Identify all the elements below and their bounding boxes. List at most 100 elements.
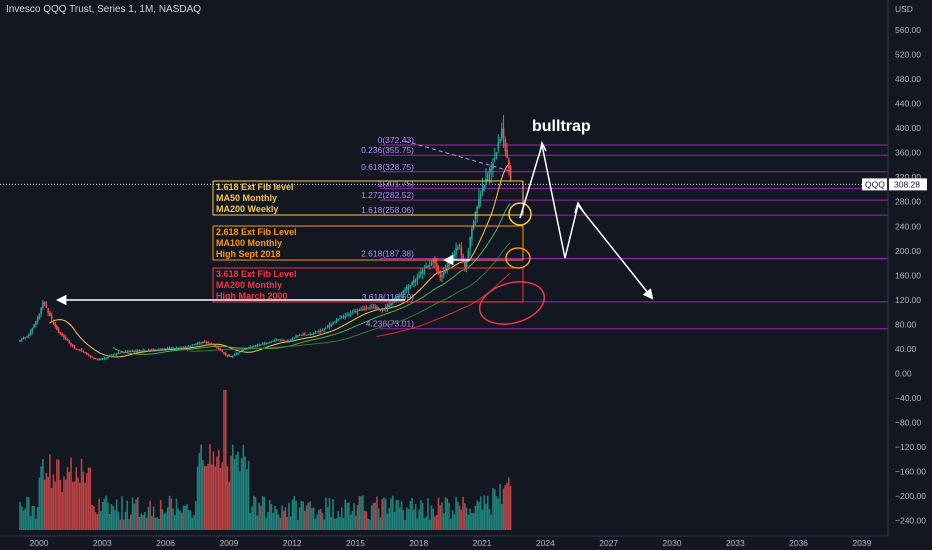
volume-bar [490,514,493,530]
volume-bar [335,518,338,530]
candle-body [114,354,116,356]
volume-bar [244,456,246,530]
volume-bar [472,513,475,530]
volume-bar [307,502,310,530]
volume-bar [508,477,510,530]
volume-bar [469,508,471,530]
candle-body [228,355,231,357]
volume-bar [291,499,294,530]
volume-bar [402,509,405,530]
volume-bar [22,510,25,530]
volume-bar [98,498,100,530]
candle-body [289,339,292,342]
candle-body [335,320,338,322]
candle-body [91,356,93,358]
candle-body [100,358,102,360]
x-tick-label: 2015 [346,538,365,548]
annotation-box-2-line-1: MA200 Monthly [216,280,282,290]
candle-body [492,163,494,169]
fib-label-3: 1(301.75) [378,178,415,188]
volume-bar [152,506,155,530]
candle-body [135,350,137,352]
volume-bar [94,512,97,530]
volume-bar [476,500,478,530]
volume-bar [281,505,283,530]
volume-bar [135,499,137,530]
candle-body [68,340,71,343]
candle-body [254,345,257,347]
volume-bar [358,496,361,530]
volume-bar [304,510,306,530]
candle-body [384,307,387,309]
candle-body [348,314,350,316]
candle-body [277,339,280,341]
volume-bar [483,495,486,530]
candle-body [258,344,260,346]
volume-bar [309,501,311,530]
volume-bar [166,507,169,530]
volume-bar [200,444,202,530]
volume-bar [439,505,442,530]
volume-bar [84,482,86,530]
volume-bar [504,485,507,530]
volume-bar [388,507,391,530]
volume-bar [20,506,23,530]
candle-body [307,334,310,336]
volume-bar [312,507,315,530]
candle-body [279,339,282,341]
volume-bar [66,467,69,530]
candle-body [151,349,153,351]
candle-body [108,355,111,357]
volume-bar [434,516,436,530]
candle-body [321,330,324,332]
candle-body [319,330,322,332]
volume-bar [226,466,229,530]
volume-bar [444,497,447,530]
volume-bar [428,519,431,530]
volume-bar [344,499,347,530]
volume-bar [251,506,253,530]
volume-bar [59,479,62,530]
volume-bar [300,500,303,530]
candle-body [166,348,169,350]
price-tag-value: 308.28 [894,179,920,189]
volume-bar [240,458,243,530]
candle-body [138,350,141,352]
circle-fib-1618 [508,202,532,226]
volume-bar [265,517,267,530]
candle-body [467,250,470,260]
volume-bar [386,513,389,530]
candle-body [409,285,412,287]
candle-body [78,349,81,351]
candle-body [325,328,327,330]
candle-body [247,347,250,349]
candle-body [231,355,234,357]
candle-body [284,340,287,342]
candle-body [110,355,113,357]
volume-bar [70,457,72,530]
candle-body [24,337,27,339]
volume-bar [77,477,79,530]
volume-bar [115,499,118,530]
volume-bar [495,496,498,530]
volume-bar [423,518,426,530]
volume-bar [328,498,331,530]
candle-body [56,325,58,331]
volume-bar [288,502,290,530]
volume-bar [205,466,208,530]
x-tick-label: 2000 [30,538,49,548]
candle-body [28,334,30,337]
candle-body [349,313,352,315]
candle-body [137,350,139,352]
volume-bar [381,499,384,530]
volume-bar [210,464,213,530]
candle-body [107,357,109,359]
candle-body [351,313,354,315]
volume-bar [165,512,167,530]
volume-bar [29,516,32,530]
volume-bar [147,507,150,530]
volume-bar [379,517,382,530]
candle-body [418,274,420,277]
candle-body [57,329,60,333]
